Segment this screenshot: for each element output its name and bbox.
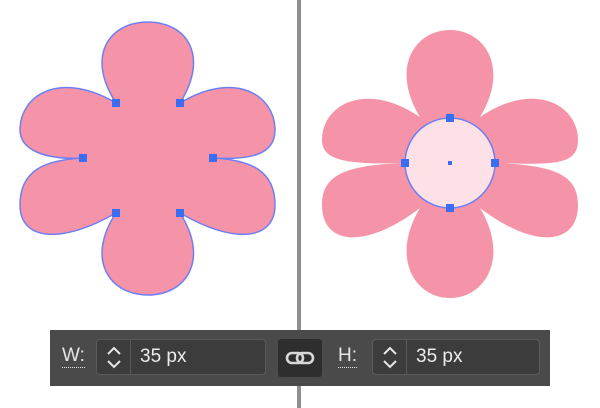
- width-stepper[interactable]: [97, 340, 131, 374]
- anchor-point[interactable]: [209, 154, 217, 162]
- width-label: W:: [62, 345, 85, 368]
- chevron-up-down-icon[interactable]: [97, 340, 131, 374]
- anchor-point[interactable]: [112, 99, 120, 107]
- constrain-proportions-button[interactable]: [278, 339, 322, 377]
- anchor-point[interactable]: [446, 204, 454, 212]
- chevron-up-down-icon[interactable]: [373, 340, 407, 374]
- artwork-svg: [19, 21, 578, 298]
- height-field[interactable]: 35 px: [372, 339, 540, 375]
- anchor-point[interactable]: [401, 159, 409, 167]
- anchor-point[interactable]: [176, 209, 184, 217]
- height-input[interactable]: 35 px: [416, 346, 463, 367]
- height-stepper[interactable]: [373, 340, 407, 374]
- anchor-point[interactable]: [491, 159, 499, 167]
- panel-divider: [297, 0, 301, 408]
- width-field[interactable]: 35 px: [96, 339, 266, 375]
- flower-right[interactable]: [322, 30, 578, 298]
- flower-left[interactable]: [19, 21, 276, 296]
- anchor-point[interactable]: [79, 154, 87, 162]
- chain-link-icon: [285, 351, 315, 365]
- center-point: [448, 161, 452, 165]
- height-label: H:: [338, 345, 357, 368]
- flower-left-shape[interactable]: [19, 21, 276, 296]
- transform-toolbar: W: 35 px H: 35 px: [50, 330, 550, 386]
- width-input[interactable]: 35 px: [140, 346, 187, 367]
- anchor-point[interactable]: [176, 99, 184, 107]
- anchor-point[interactable]: [446, 114, 454, 122]
- anchor-point[interactable]: [112, 209, 120, 217]
